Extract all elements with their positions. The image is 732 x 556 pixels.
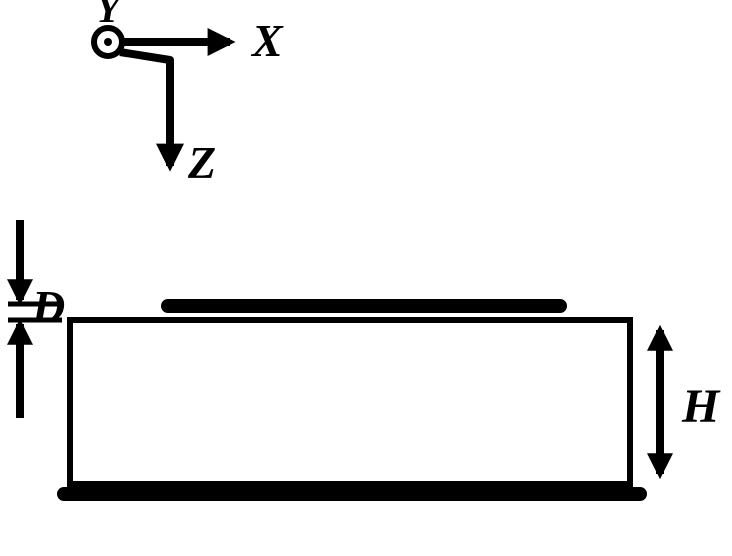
substrate-rect [70, 320, 630, 484]
dim-d-label: D [31, 281, 65, 332]
axis-y-origin-dot [104, 38, 112, 46]
axis-z-label: Z [187, 137, 216, 188]
dim-h-label: H [681, 380, 721, 433]
axis-y-label: Y [96, 0, 124, 31]
axis-x-label: X [250, 15, 284, 66]
axis-z-arrow [120, 52, 170, 166]
